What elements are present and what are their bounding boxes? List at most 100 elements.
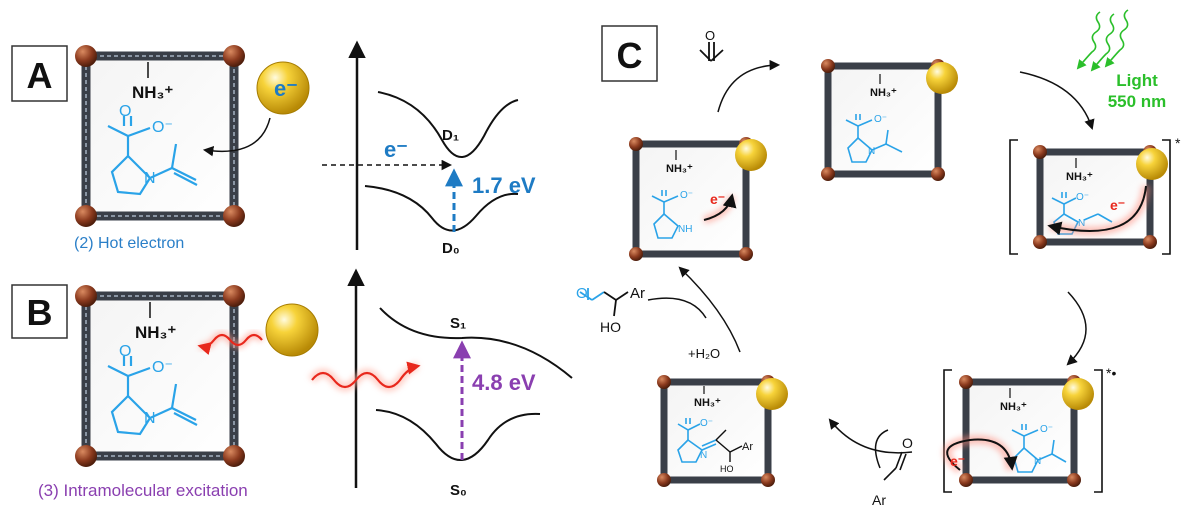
- ammonium-label: NH₃⁺: [666, 163, 693, 175]
- panel-c: C O Light 550 nm: [576, 9, 1181, 508]
- acetone-o: O: [705, 28, 715, 43]
- panel-b-caption: (3) Intramolecular excitation: [38, 481, 248, 500]
- metal-node: [1143, 235, 1157, 249]
- ammonium-label: NH₃⁺: [132, 83, 173, 102]
- nitrogen-label: N: [700, 450, 707, 461]
- photon-wave: [311, 361, 421, 389]
- panel-a-label-box: [11, 45, 68, 102]
- metal-node: [629, 247, 643, 261]
- electron-label: e⁻: [1110, 197, 1125, 213]
- metal-node: [629, 137, 643, 151]
- light-waves: [1076, 9, 1129, 72]
- metal-node: [1033, 235, 1047, 249]
- electron-transfer-arrow: [202, 117, 271, 157]
- nitrogen-label: N: [1078, 218, 1085, 229]
- d1-label: D₁: [442, 127, 459, 144]
- carboxylate-label: O⁻: [152, 359, 173, 376]
- mof-cage-c-left: NH₃⁺ O⁻ NH e⁻: [629, 137, 767, 261]
- s0-curve: [375, 409, 541, 461]
- nitrogen-label: N: [144, 410, 156, 427]
- nitrogen-label: N: [144, 170, 156, 187]
- product-aryl: Ar: [630, 285, 645, 302]
- d0-label: D₀: [442, 240, 460, 257]
- mof-cage-a: [75, 45, 245, 227]
- d0-curve: [364, 185, 519, 232]
- carboxylate-label: O⁻: [152, 119, 173, 136]
- carboxylate-label: O⁻: [874, 114, 887, 125]
- gold-nanoparticle: [735, 139, 767, 171]
- nh-label: NH: [678, 224, 692, 235]
- incoming-electron-label: e⁻: [384, 137, 408, 162]
- s1-label: S₁: [450, 315, 466, 332]
- ammonium-label: NH₃⁺: [135, 323, 176, 342]
- gold-nanoparticle: [926, 62, 958, 94]
- carboxylate-label: O⁻: [680, 190, 693, 201]
- nitrogen-label: N: [868, 146, 875, 157]
- panel-b-label-box: [11, 284, 68, 339]
- s0-label: S₀: [450, 482, 467, 499]
- metal-node: [821, 59, 835, 73]
- cycle-arrow-top-right: [1019, 71, 1095, 131]
- aldehyde-molecule: [883, 451, 907, 481]
- electron-label: e⁻: [710, 191, 725, 207]
- panel-c-label-box: [601, 25, 658, 82]
- mof-cage-c-right: * NH₃⁺ O⁻ N e⁻: [1009, 135, 1181, 255]
- metal-node: [223, 445, 245, 467]
- metal-node: [75, 205, 97, 227]
- electron-return-arrow: [703, 193, 737, 221]
- mof-cage-c-bottom-right: *• NH₃⁺ O⁻ N e⁻: [942, 365, 1116, 493]
- carboxylate-label: O⁻: [1076, 192, 1089, 203]
- radical-cation-mark: *•: [1106, 365, 1116, 381]
- excited-state-mark: *: [1175, 135, 1181, 151]
- metal-node: [657, 375, 671, 389]
- metal-node: [223, 45, 245, 67]
- metal-node: [959, 473, 973, 487]
- metal-node: [75, 445, 97, 467]
- energy-diagram-a: e⁻ D₁ D₀ 1.7 eV: [322, 40, 536, 257]
- metal-node: [1033, 145, 1047, 159]
- ammonium-label: NH₃⁺: [870, 87, 897, 99]
- nitrogen-label: N: [1034, 456, 1041, 467]
- cycle-arrow-top: [717, 59, 781, 113]
- metal-node: [75, 285, 97, 307]
- enamine-molecule: [107, 356, 198, 436]
- ammonium-label: NH₃⁺: [1000, 401, 1027, 413]
- metal-node: [223, 205, 245, 227]
- mof-cage-b: [75, 285, 245, 467]
- photon-emission-arrow: [197, 333, 263, 355]
- electron-injection-arrow: [1047, 185, 1147, 236]
- energy-diagram-b: S₁ S₀ 4.8 eV: [308, 268, 573, 499]
- panel-c-letter: C: [617, 35, 643, 76]
- panel-a-letter: A: [27, 55, 53, 96]
- carbonyl-o: O: [119, 343, 131, 360]
- s1-curve: [379, 307, 573, 379]
- metal-node: [821, 167, 835, 181]
- panel-b-letter: B: [27, 292, 53, 333]
- gold-nanoparticle: [1136, 148, 1168, 180]
- aldehyde-in-arrow: [874, 429, 889, 469]
- aldehyde-aryl: Ar: [872, 492, 886, 508]
- gold-nanoparticle: [265, 303, 319, 357]
- product-o: O: [576, 285, 588, 302]
- electron-label: e⁻: [274, 76, 298, 101]
- carboxylate-label: O⁻: [1040, 424, 1053, 435]
- water-label: +H₂O: [688, 346, 720, 361]
- gold-nanoparticle: [256, 61, 310, 115]
- aldol-product: [579, 288, 629, 317]
- cycle-arrow-right: [1066, 291, 1087, 366]
- mof-cage-c-bottom: NH₃⁺ O⁻ N Ar HO: [657, 375, 788, 487]
- mof-cage-c-top: NH₃⁺ O⁻ N: [821, 59, 958, 181]
- panel-b: B NH₃⁺ O O⁻ N (3) Intra: [11, 284, 319, 500]
- panel-a-caption: (2) Hot electron: [74, 235, 184, 252]
- metal-node: [761, 473, 775, 487]
- acetone-molecule: [699, 42, 724, 62]
- gold-nanoparticle: [756, 378, 788, 410]
- aldehyde-o: O: [902, 435, 913, 451]
- metal-node: [657, 473, 671, 487]
- carboxylate-label: O⁻: [700, 418, 713, 429]
- gold-nanoparticle: [1062, 378, 1094, 410]
- cycle-arrow-bottom: [828, 418, 913, 454]
- metal-node: [223, 285, 245, 307]
- metal-node: [75, 45, 97, 67]
- ammonium-label: NH₃⁺: [1066, 171, 1093, 183]
